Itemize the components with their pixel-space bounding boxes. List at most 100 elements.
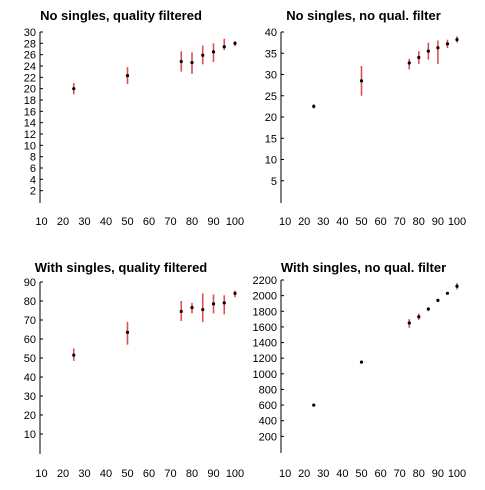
chart-panel-singles-quality-filtered: With singles, quality filtered 10 20 30 40 5… xyxy=(0,245,244,490)
x-tick-label: 10 xyxy=(35,216,47,228)
data-point xyxy=(179,59,183,64)
data-point xyxy=(312,104,316,108)
x-tick-label: 70 xyxy=(394,468,406,480)
y-tick-label: 80 xyxy=(24,296,36,308)
y-tick-label: 30 xyxy=(265,70,277,82)
data-point xyxy=(211,302,216,306)
y-tick-label: 20 xyxy=(24,410,36,422)
y-tick-label: 35 xyxy=(265,48,277,60)
x-tick-label: 40 xyxy=(336,468,348,480)
x-tick-label: 70 xyxy=(164,468,176,480)
y-tick-label: 5 xyxy=(271,176,277,188)
data-point xyxy=(445,42,450,46)
y-tick-label: 16 xyxy=(24,106,36,118)
x-tick-label: 90 xyxy=(432,468,444,480)
x-tick-label: 90 xyxy=(207,468,219,480)
x-tick-label: 40 xyxy=(100,468,112,480)
y-tick-label: 1800 xyxy=(253,306,277,318)
x-tick-label: 30 xyxy=(78,216,90,228)
y-tick-label: 1200 xyxy=(253,353,277,365)
x-tick-label: 20 xyxy=(298,468,310,480)
data-point xyxy=(222,45,226,49)
y-tick-label: 20 xyxy=(265,112,277,124)
y-tick-label: 1000 xyxy=(253,369,277,381)
y-tick-label: 28 xyxy=(24,38,36,50)
y-tick-label: 400 xyxy=(259,416,277,428)
x-tick-label: 40 xyxy=(336,216,348,228)
data-point xyxy=(233,291,237,295)
y-tick-label: 200 xyxy=(259,431,277,443)
chart-title: No singles, no qual. filter xyxy=(286,8,441,23)
y-tick-label: 800 xyxy=(259,384,277,396)
y-tick-label: 26 xyxy=(24,50,36,62)
x-tick-label: 60 xyxy=(374,216,386,228)
data-point xyxy=(312,403,316,407)
data-point xyxy=(190,306,194,310)
x-tick-label: 80 xyxy=(186,468,198,480)
y-tick-label: 15 xyxy=(265,133,277,145)
x-tick-label: 80 xyxy=(413,468,425,480)
x-tick-label: 20 xyxy=(57,468,69,480)
x-tick-label: 10 xyxy=(279,216,291,228)
data-point xyxy=(190,61,194,65)
data-point xyxy=(445,291,450,295)
data-point xyxy=(233,41,237,45)
data-point xyxy=(455,38,459,42)
x-tick-label: 20 xyxy=(57,216,69,228)
x-tick-label: 20 xyxy=(298,216,310,228)
y-tick-label: 90 xyxy=(24,277,36,289)
chart-title: With singles, no qual. filter xyxy=(280,260,447,275)
data-point xyxy=(72,87,76,91)
chart-plot: 10 20 30 40 50 60 70 80 90 10 20 30 40 50 60 70 80 90 100 xyxy=(24,277,244,480)
y-tick-label: 1400 xyxy=(253,338,277,350)
data-point xyxy=(417,315,421,319)
data-point xyxy=(417,55,421,60)
x-tick-label: 100 xyxy=(226,216,244,228)
x-tick-label: 50 xyxy=(355,216,367,228)
data-point xyxy=(407,61,411,65)
chart-plot: 5 10 15 20 25 30 35 40 10 20 30 40 50 60 70 80 90 100 xyxy=(265,27,466,228)
data-point xyxy=(125,74,130,78)
x-tick-label: 60 xyxy=(374,468,386,480)
x-tick-label: 80 xyxy=(186,216,198,228)
x-tick-label: 30 xyxy=(317,468,329,480)
data-point xyxy=(436,46,440,50)
y-tick-label: 10 xyxy=(24,429,36,441)
y-tick-label: 8 xyxy=(30,152,36,164)
data-point xyxy=(201,307,205,312)
x-tick-label: 10 xyxy=(35,468,47,480)
y-tick-label: 20 xyxy=(24,84,36,96)
data-point xyxy=(179,309,183,314)
x-tick-label: 30 xyxy=(78,468,90,480)
y-tick-label: 30 xyxy=(24,391,36,403)
y-tick-label: 4 xyxy=(30,174,36,186)
x-tick-label: 50 xyxy=(355,468,367,480)
data-point xyxy=(436,298,440,302)
y-tick-label: 30 xyxy=(24,27,36,39)
x-tick-label: 100 xyxy=(226,468,244,480)
x-tick-label: 50 xyxy=(121,468,133,480)
y-tick-label: 12 xyxy=(24,129,36,141)
x-tick-label: 100 xyxy=(448,216,466,228)
chart-panel-no-qual-filter: No singles, no qual. filter 5 10 15 20 25 30 3… xyxy=(242,0,485,245)
data-point xyxy=(359,360,364,364)
chart-title: With singles, quality filtered xyxy=(34,260,208,275)
y-tick-label: 10 xyxy=(265,155,277,167)
y-tick-label: 50 xyxy=(24,353,36,365)
chart-plot: 200 400 600 800 1000 1200 1400 1600 1800 2000 2200… xyxy=(253,275,467,480)
x-tick-label: 70 xyxy=(164,216,176,228)
chart-panel-singles-no-qual-filter: With singles, no qual. filter 200 400 600 8… xyxy=(242,245,485,490)
chart-title: No singles, quality filtered xyxy=(40,8,202,23)
x-tick-label: 40 xyxy=(100,216,112,228)
data-point xyxy=(201,53,205,57)
y-tick-label: 2000 xyxy=(253,291,277,303)
y-tick-label: 24 xyxy=(24,61,36,73)
x-tick-label: 60 xyxy=(143,468,155,480)
y-tick-label: 40 xyxy=(265,27,277,39)
x-tick-label: 70 xyxy=(394,216,406,228)
data-point xyxy=(72,353,76,357)
data-point xyxy=(426,307,430,311)
y-tick-label: 25 xyxy=(265,91,277,103)
